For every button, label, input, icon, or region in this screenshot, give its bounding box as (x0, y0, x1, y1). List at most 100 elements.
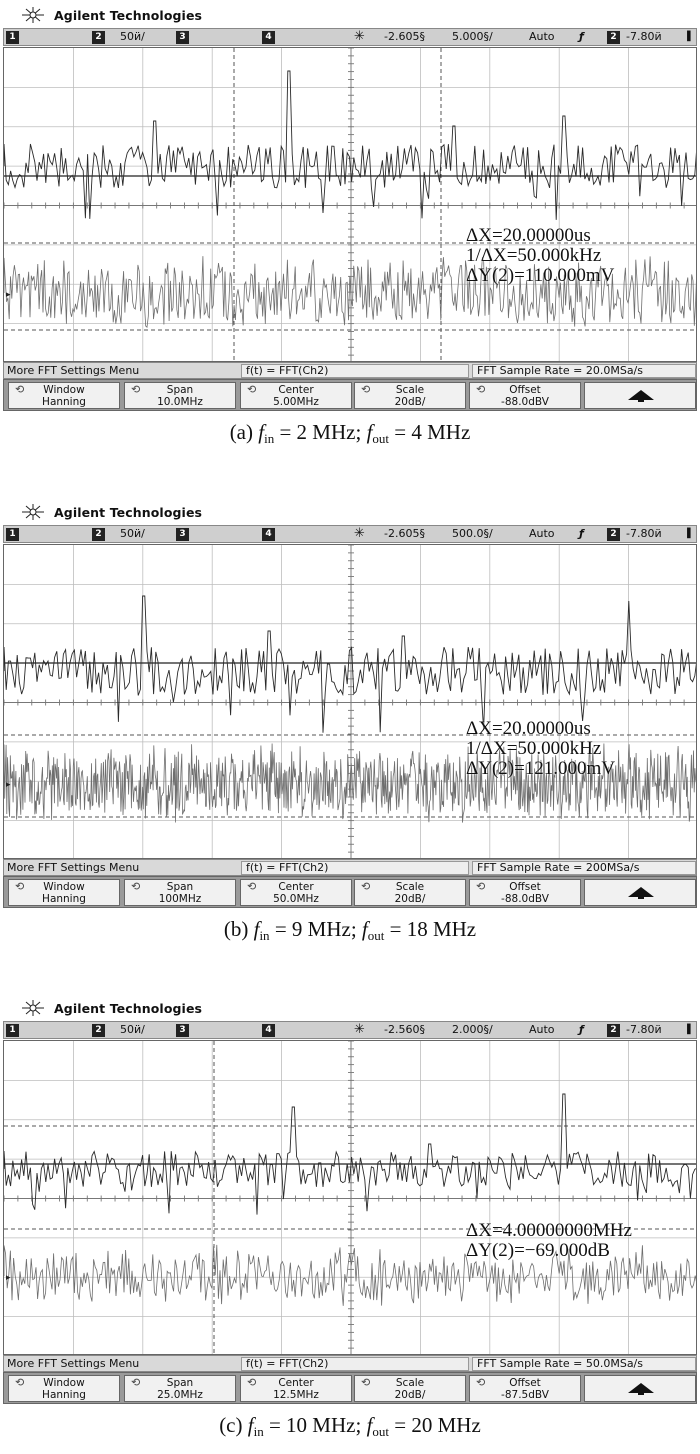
channel-3-key[interactable]: 3 (176, 31, 189, 44)
window-softkey[interactable]: ⟲ Window Hanning (8, 1375, 120, 1402)
signal-trace (4, 743, 696, 823)
trigger-mode: Auto (529, 527, 555, 540)
channel-1-key[interactable]: 1 (6, 31, 19, 44)
horizontal-delay: -2.605§ (384, 30, 425, 43)
timebase: 5.000§/ (452, 30, 493, 43)
menu-bar: More FFT Settings Menu f(t) = FFT(Ch2) F… (3, 362, 697, 379)
menu-bar: More FFT Settings Menu f(t) = FFT(Ch2) F… (3, 1355, 697, 1372)
caption-fout-symbol: f (361, 917, 368, 941)
spark-logo-icon (22, 7, 44, 23)
offset-softkey[interactable]: ⟲ Offset -87.5dBV (469, 1375, 581, 1402)
trigger-mode: Auto (529, 1023, 555, 1036)
trigger-mode: Auto (529, 30, 555, 43)
softkey-label: Scale (395, 384, 425, 396)
caption-fout-value: = 4 MHz (394, 420, 471, 444)
scope-panel-c: Agilent Technologies 1 2 50ӥ/ 3 4 ✳ -2.5… (0, 993, 700, 1439)
status-bar: 1 2 50ӥ/ 3 4 ✳ -2.560§ 2.000§/ Auto ƒ 2 … (3, 1021, 697, 1039)
brand: Agilent Technologies (18, 997, 202, 1019)
fft-spectrum-trace (4, 70, 696, 220)
status-end-marker: ▌ (687, 529, 694, 539)
timebase: 2.000§/ (452, 1023, 493, 1036)
rotary-knob-icon: ⟲ (361, 1376, 371, 1389)
caption-fin-symbol: f (247, 1413, 254, 1437)
brand-name: Agilent Technologies (54, 1000, 203, 1016)
channel-ground-marker: ▸ (6, 780, 11, 790)
scale-softkey[interactable]: ⟲ Scale 20dB/ (354, 879, 466, 906)
channel-2-key[interactable]: 2 (92, 31, 105, 44)
waveform-plot: ▸ (4, 48, 696, 361)
softkey-label: Window (43, 1377, 85, 1389)
waveform-plot: ▸ (4, 545, 696, 858)
window-softkey[interactable]: ⟲ Window Hanning (8, 382, 120, 409)
softkey-value: Hanning (42, 396, 86, 408)
span-softkey[interactable]: ⟲ Span 100MHz (124, 879, 236, 906)
softkey-label: Center (278, 881, 314, 893)
graticule-display: ▸ ΔX=4.00000000MHz ΔY(2)=−69.000dB (3, 1040, 697, 1355)
trigger-edge: ƒ (579, 30, 584, 43)
rotary-knob-icon: ⟲ (247, 383, 257, 396)
back-up-softkey[interactable] (584, 1375, 696, 1402)
caption-fout-symbol: f (366, 1413, 373, 1437)
channel-3-key[interactable]: 3 (176, 528, 189, 541)
channel-1-key[interactable]: 1 (6, 528, 19, 541)
menu-title: More FFT Settings Menu (7, 364, 140, 377)
cursor-lines (4, 1041, 696, 1354)
horizontal-delay: -2.560§ (384, 1023, 425, 1036)
rotary-knob-icon: ⟲ (15, 1376, 25, 1389)
caption-fout-symbol: f (366, 420, 373, 444)
caption-fin-symbol: f (258, 420, 265, 444)
channel-2-key[interactable]: 2 (92, 528, 105, 541)
scale-softkey[interactable]: ⟲ Scale 20dB/ (354, 1375, 466, 1402)
softkey-label: Scale (395, 881, 425, 893)
math-function: f(t) = FFT(Ch2) (241, 1357, 469, 1371)
softkey-label: Center (278, 384, 314, 396)
measurement-line: ΔX=4.00000000MHz (466, 1220, 632, 1241)
channel-1-key[interactable]: 1 (6, 1024, 19, 1037)
span-softkey[interactable]: ⟲ Span 25.0MHz (124, 1375, 236, 1402)
softkey-label: Offset (509, 384, 541, 396)
caption-fout-value: = 20 MHz (394, 1413, 481, 1437)
span-softkey[interactable]: ⟲ Span 10.0MHz (124, 382, 236, 409)
channel-4-key[interactable]: 4 (262, 1024, 275, 1037)
offset-softkey[interactable]: ⟲ Offset -88.0dBV (469, 879, 581, 906)
trigger-spark-icon: ✳ (354, 29, 365, 44)
menu-bar: More FFT Settings Menu f(t) = FFT(Ch2) F… (3, 859, 697, 876)
back-up-softkey[interactable] (584, 382, 696, 409)
softkey-value: Hanning (42, 893, 86, 905)
channel-2-key[interactable]: 2 (92, 1024, 105, 1037)
center-softkey[interactable]: ⟲ Center 50.0MHz (240, 879, 352, 906)
rotary-knob-icon: ⟲ (476, 1376, 486, 1389)
fft-sample-rate: FFT Sample Rate = 200MSa/s (472, 861, 696, 875)
measurement-line: 1/ΔX=50.000kHz (466, 738, 602, 759)
scale-softkey[interactable]: ⟲ Scale 20dB/ (354, 382, 466, 409)
trigger-edge: ƒ (579, 527, 584, 540)
softkey-value: 50.0MHz (273, 893, 319, 905)
scope-panel-a: Agilent Technologies 1 2 50ӥ/ 3 4 ✳ -2.6… (0, 0, 700, 446)
softkey-label: Span (166, 384, 194, 396)
caption-fin-subscript: in (259, 928, 270, 943)
center-softkey[interactable]: ⟲ Center 5.00MHz (240, 382, 352, 409)
softkey-label: Offset (509, 1377, 541, 1389)
offset-softkey[interactable]: ⟲ Offset -88.0dBV (469, 382, 581, 409)
rotary-knob-icon: ⟲ (476, 383, 486, 396)
back-up-softkey[interactable] (584, 879, 696, 906)
graticule-display: ▸ ΔX=20.00000us 1/ΔX=50.000kHz ΔY(2)=110.0… (3, 47, 697, 362)
waveform-plot: ▸ (4, 1041, 696, 1354)
figure-caption: (c) fin = 10 MHz; fout = 20 MHz (0, 1413, 700, 1440)
fft-spectrum-trace (4, 595, 696, 733)
measurement-line: ΔX=20.00000us (466, 718, 591, 739)
softkey-value: 20dB/ (394, 893, 426, 905)
softkey-label: Span (166, 1377, 194, 1389)
trigger-spark-icon: ✳ (354, 1022, 365, 1037)
window-softkey[interactable]: ⟲ Window Hanning (8, 879, 120, 906)
caption-fin-subscript: in (253, 1424, 264, 1439)
measurement-readout: ΔX=20.00000us 1/ΔX=50.000kHz ΔY(2)=110.000… (466, 226, 614, 286)
up-arrow-icon (628, 1383, 654, 1395)
center-softkey[interactable]: ⟲ Center 12.5MHz (240, 1375, 352, 1402)
channel-4-key[interactable]: 4 (262, 528, 275, 541)
softkey-value: 20dB/ (394, 1389, 426, 1401)
status-bar: 1 2 50ӥ/ 3 4 ✳ -2.605§ 500.0§/ Auto ƒ 2 … (3, 525, 697, 543)
channel-4-key[interactable]: 4 (262, 31, 275, 44)
channel-3-key[interactable]: 3 (176, 1024, 189, 1037)
timebase: 500.0§/ (452, 527, 493, 540)
